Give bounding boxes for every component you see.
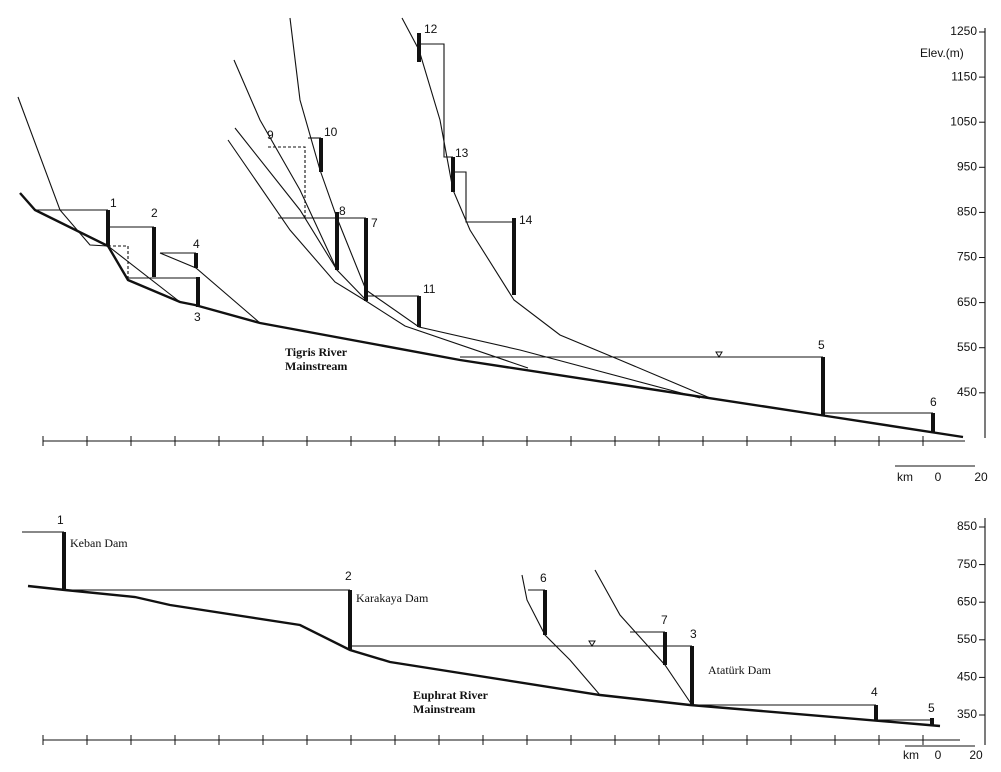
dam-label: 5: [928, 701, 935, 715]
scale-unit: km: [903, 748, 919, 762]
dam-label: 3: [194, 310, 201, 324]
tigris-profile: 1 2 3 4 5 6 7 8 9 10 11 12 13 14 Tigris …: [17, 17, 986, 484]
elev-tick-label: 950: [957, 159, 977, 173]
tributary: [521, 574, 601, 696]
elev-tick-label: 1050: [950, 114, 977, 128]
scale-label: 20: [969, 748, 983, 762]
dam-label: 14: [519, 213, 533, 227]
elev-tick-label: 750: [957, 250, 977, 264]
dam-label: 13: [455, 146, 469, 160]
elev-tick-label: 850: [957, 519, 977, 533]
tributary: [233, 59, 338, 271]
tributary: [227, 139, 529, 369]
tributary: [401, 17, 711, 399]
scale-label: 0: [935, 470, 942, 484]
dam-label: 9: [267, 128, 274, 142]
scale-label: 20: [974, 470, 988, 484]
dam-name: Karakaya Dam: [356, 591, 429, 605]
dam-label: 6: [930, 395, 937, 409]
tributary: [594, 569, 693, 706]
mainstream: [27, 584, 941, 728]
dam-label: 1: [57, 513, 64, 527]
reservoir: [108, 245, 129, 278]
tributary: [159, 252, 261, 324]
dam-label: 5: [818, 338, 825, 352]
tributary: [234, 127, 367, 301]
water-level-symbol: [588, 640, 596, 647]
mainstream: [19, 192, 964, 439]
elev-tick-label: 550: [957, 340, 977, 354]
dam-label: 12: [424, 22, 438, 36]
reservoir: [419, 43, 453, 158]
elev-tick-label: 450: [957, 670, 977, 684]
elev-tick-label: 650: [957, 295, 977, 309]
elev-tick-label: 1150: [951, 69, 977, 83]
water-level-symbol: [715, 351, 723, 358]
scale-unit: km: [897, 470, 913, 484]
elev-tick-label: 650: [957, 594, 977, 608]
dam-label: 4: [193, 237, 200, 251]
axis-title: Elev.(m): [920, 46, 964, 60]
dam-label: 7: [661, 613, 668, 627]
dam-label: 3: [690, 627, 697, 641]
dam-label: 8: [339, 204, 346, 218]
dam-label: 4: [871, 685, 878, 699]
dam-name: Keban Dam: [70, 536, 128, 550]
elev-tick-label: 350: [957, 707, 977, 721]
river-label: Euphrat River: [413, 688, 489, 702]
tributary: [107, 245, 181, 303]
elev-tick-label: 750: [957, 557, 977, 571]
river-label: Mainstream: [285, 359, 347, 373]
elev-tick-label: 1250: [950, 24, 977, 38]
tributary: [17, 96, 109, 247]
dam-label: 1: [110, 196, 117, 210]
euphrates-profile: 1 2 3 4 5 6 7 Keban Dam Karakaya Dam Ata…: [22, 513, 986, 762]
dam-label: 7: [371, 216, 378, 230]
river-label: Mainstream: [413, 702, 475, 716]
elev-tick-label: 850: [957, 205, 977, 219]
dam-name: Atatürk Dam: [708, 663, 772, 677]
scale-label: 0: [935, 748, 942, 762]
dam-label: 11: [423, 282, 436, 296]
elev-tick-label: 550: [957, 632, 977, 646]
dam-label: 6: [540, 571, 547, 585]
reservoir: [268, 146, 306, 218]
reservoir: [453, 171, 514, 223]
tributary: [289, 17, 701, 399]
river-label: Tigris River: [285, 345, 348, 359]
dam-label: 2: [345, 569, 352, 583]
elev-tick-label: 450: [957, 385, 977, 399]
dam-label: 2: [151, 206, 158, 220]
dam-label: 10: [324, 125, 338, 139]
